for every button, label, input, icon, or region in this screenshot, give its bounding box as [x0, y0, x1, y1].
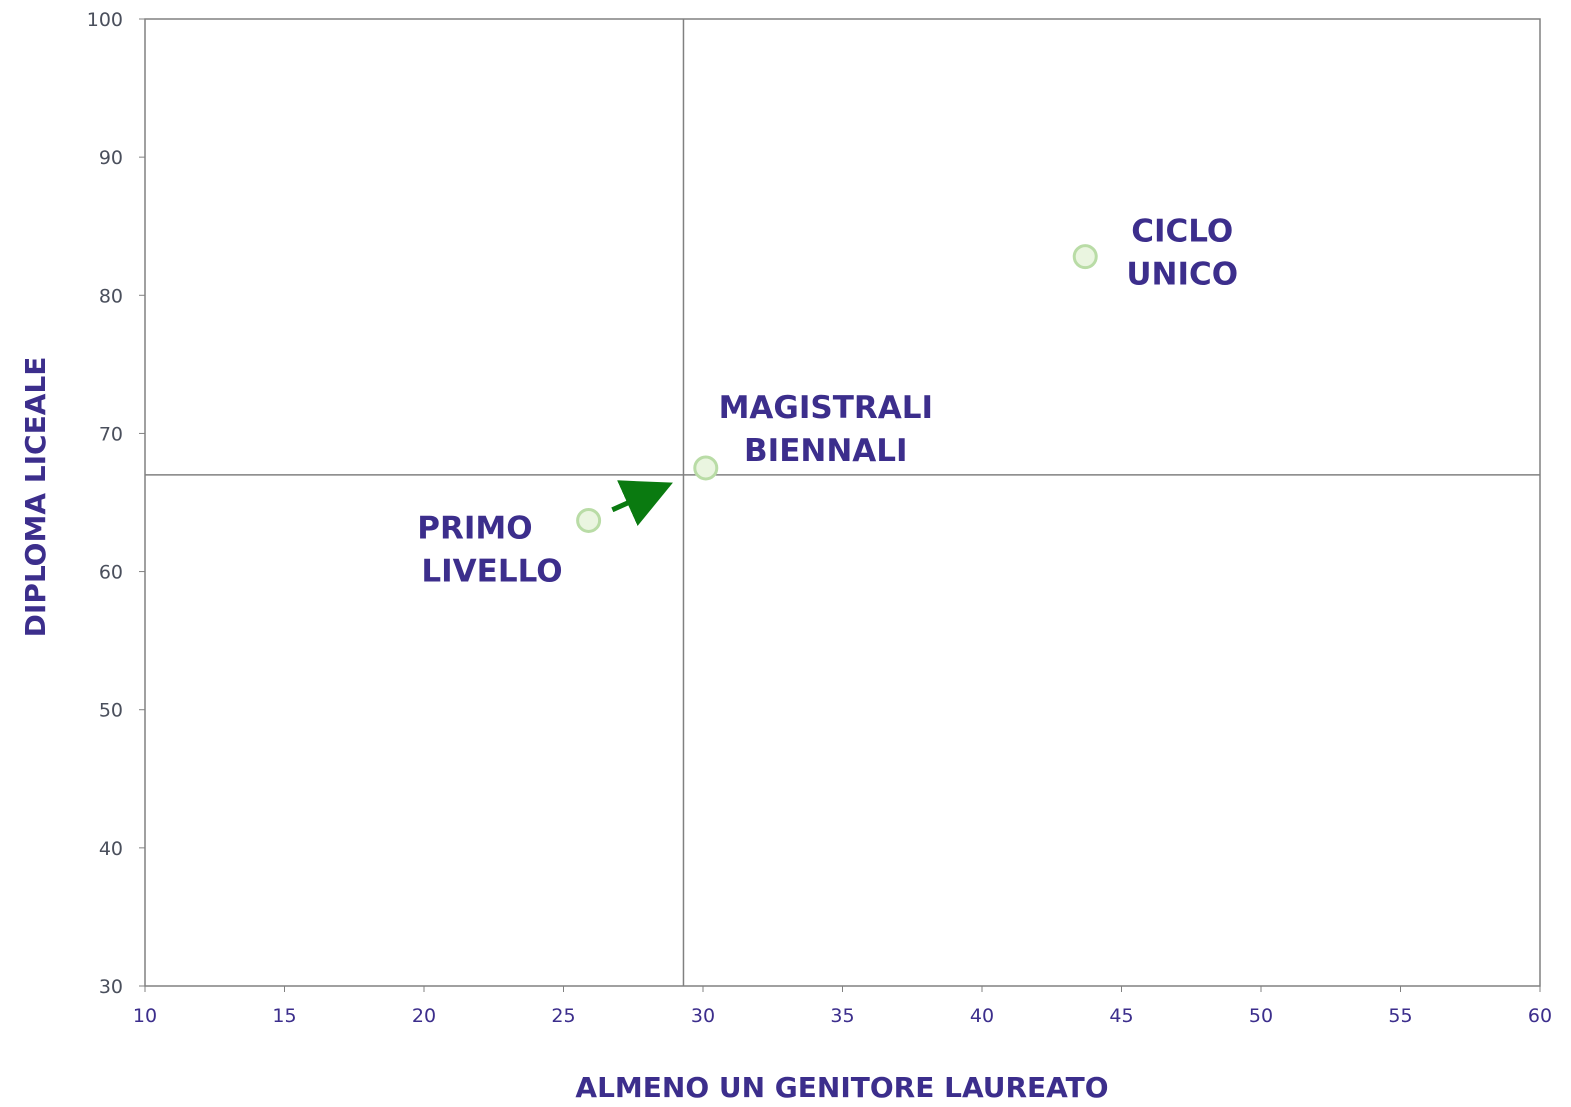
y-tick-label: 80	[99, 285, 123, 307]
x-tick-label: 35	[830, 1005, 854, 1027]
data-point	[576, 507, 602, 533]
trend-arrow	[611, 480, 673, 526]
x-tick-label: 40	[970, 1005, 994, 1027]
x-tick-label: 55	[1388, 1005, 1412, 1027]
x-tick-label: 30	[691, 1005, 715, 1027]
reference-lines	[145, 19, 1540, 986]
x-tick-label: 25	[551, 1005, 575, 1027]
data-point-label: BIENNALI	[744, 433, 908, 469]
x-tick-label: 10	[133, 1005, 157, 1027]
y-axis-ticks: 30 40 50 60 70 80 90 100	[87, 9, 145, 998]
data-point-label: LIVELLO	[421, 553, 562, 589]
data-point	[693, 455, 719, 481]
y-tick-label: 50	[99, 700, 123, 722]
y-tick-label: 40	[99, 838, 123, 860]
x-axis-ticks: 10 15 20 25 30 35 40 45 50 55 60	[133, 986, 1552, 1027]
data-point-label: PRIMO	[417, 510, 532, 546]
x-tick-label: 50	[1249, 1005, 1273, 1027]
plot-area	[144, 18, 1541, 987]
data-point-label: UNICO	[1126, 257, 1238, 293]
x-tick-label: 60	[1528, 1005, 1552, 1027]
x-tick-label: 15	[272, 1005, 296, 1027]
y-axis-title: DIPLOMA LICEALE	[19, 357, 52, 638]
data-point-label: MAGISTRALI	[719, 390, 933, 426]
x-tick-label: 45	[1109, 1005, 1133, 1027]
x-tick-label: 20	[412, 1005, 436, 1027]
y-tick-label: 70	[99, 423, 123, 445]
data-points: PRIMO LIVELLO MAGISTRALI BIENNALI CICLO UNICO	[417, 214, 1238, 590]
y-tick-label: 30	[99, 976, 123, 998]
y-tick-label: 100	[87, 9, 123, 31]
data-point-label: CICLO	[1131, 214, 1233, 250]
y-tick-label: 90	[99, 147, 123, 169]
x-axis-title: ALMENO UN GENITORE LAUREATO	[575, 1071, 1108, 1104]
data-point	[1072, 244, 1098, 270]
y-tick-label: 60	[99, 562, 123, 584]
